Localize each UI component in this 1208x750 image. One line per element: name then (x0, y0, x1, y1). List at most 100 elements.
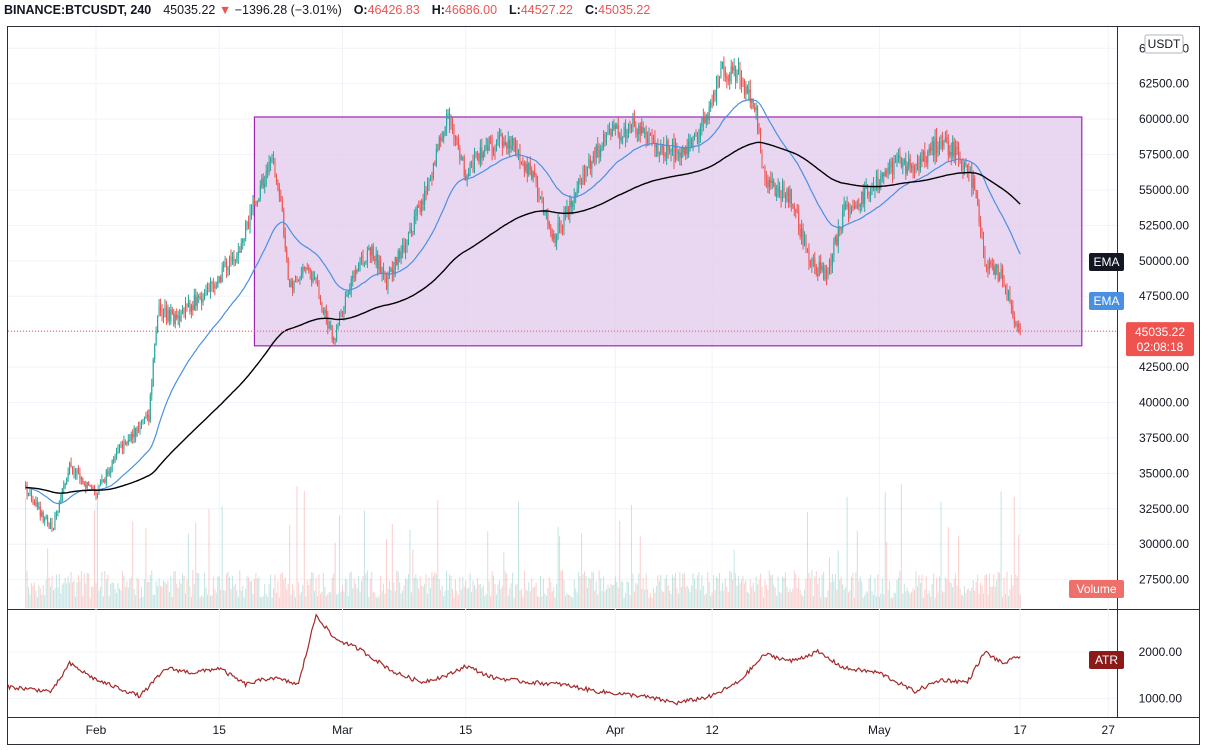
candle-body (415, 215, 417, 217)
candle-body (583, 173, 586, 177)
volume-bar (641, 588, 643, 608)
volume-bar (742, 575, 744, 608)
volume-bar (980, 582, 982, 608)
candle-body (855, 205, 857, 208)
candle-body (383, 267, 385, 273)
candle-body (718, 78, 720, 88)
candles[interactable] (25, 56, 1021, 532)
volume-bar (625, 592, 627, 608)
atr-path (7, 613, 1021, 706)
candle-body (453, 124, 455, 137)
candle-body (121, 444, 123, 450)
volume-bar (484, 595, 486, 608)
volume-bar (676, 588, 678, 608)
candle-body (303, 267, 305, 269)
candle-body (872, 185, 875, 190)
x-tick-label: 27 (1102, 723, 1116, 737)
candle-body (158, 305, 160, 316)
volume-bar (162, 580, 165, 608)
volume-bar (963, 586, 965, 608)
volume-bar (848, 592, 850, 608)
candle-body (67, 472, 69, 478)
candle-body (286, 248, 288, 258)
candle-body (600, 148, 602, 158)
volume-bar (900, 484, 902, 608)
volume-bar (149, 575, 151, 608)
volume-bar (828, 557, 830, 608)
candle-body (485, 145, 487, 148)
candle-body (227, 268, 229, 271)
volume-bar (620, 581, 622, 608)
volume-bar (714, 590, 716, 608)
candle-body (601, 146, 603, 149)
candle-body (749, 89, 751, 103)
volume-bar (58, 573, 60, 608)
x-tick-label: 12 (705, 723, 719, 737)
candle-body (607, 130, 609, 135)
volume-bar (265, 593, 267, 608)
candle-body (751, 99, 753, 103)
volume-bar (432, 576, 434, 608)
candle-body (139, 423, 141, 430)
volume-bar (409, 529, 411, 608)
candle-body (569, 200, 571, 216)
candle-body (853, 206, 855, 208)
candle-body (45, 517, 47, 520)
volume-bar (76, 582, 78, 608)
volume-bar (557, 526, 559, 608)
volume-bar (991, 586, 993, 608)
volume-bar (113, 582, 115, 608)
volume-bar (267, 596, 269, 608)
volume-bar (843, 589, 845, 608)
volume-bar (497, 584, 499, 608)
candle-body (630, 124, 632, 129)
candle-body (325, 309, 327, 318)
ema-slow-line (25, 141, 1021, 494)
candle-body (811, 259, 813, 266)
volume-bar (195, 522, 197, 608)
candle-body (495, 139, 498, 152)
candle-body (271, 158, 273, 160)
candle-body (375, 254, 377, 262)
volume-bar (960, 594, 963, 608)
candle-body (221, 267, 223, 283)
candle-body (899, 155, 901, 159)
candle-body (994, 267, 996, 275)
y-tick-label: 55000.00 (1139, 183, 1189, 197)
candle-body (475, 154, 477, 156)
candle-body (490, 137, 492, 139)
candle-body (418, 205, 420, 208)
volume-bar (850, 576, 852, 608)
candle-body (679, 152, 681, 158)
candle-body (566, 206, 568, 213)
candle-body (903, 159, 905, 163)
volume-bar (405, 578, 407, 608)
volume-bar (601, 591, 603, 608)
volume-bar (757, 584, 759, 608)
volume-bar (881, 578, 883, 608)
candle-body (1012, 306, 1014, 318)
countdown-value: 02:08:18 (1137, 340, 1184, 354)
candle-body (168, 309, 170, 322)
volume-bar (738, 575, 740, 608)
volume-bar (553, 587, 555, 608)
volume-bar (792, 588, 794, 608)
y-tick-label: 57500.00 (1139, 148, 1189, 162)
y-tick-label: 52500.00 (1139, 218, 1189, 232)
candle-body (824, 269, 826, 280)
volume-bar (639, 536, 641, 608)
candle-body (721, 61, 723, 69)
volume-bar (429, 588, 431, 608)
x-tick-label: Apr (606, 723, 625, 737)
volume-bar (870, 574, 872, 608)
candle-body (135, 427, 137, 437)
candle-body (230, 256, 232, 261)
candle-body (32, 500, 34, 502)
candle-body (209, 282, 211, 292)
candle-body (237, 251, 239, 256)
candle-body (990, 262, 992, 265)
volume-bar (915, 571, 917, 608)
candle-body (334, 338, 336, 340)
volume-bar (271, 597, 273, 608)
